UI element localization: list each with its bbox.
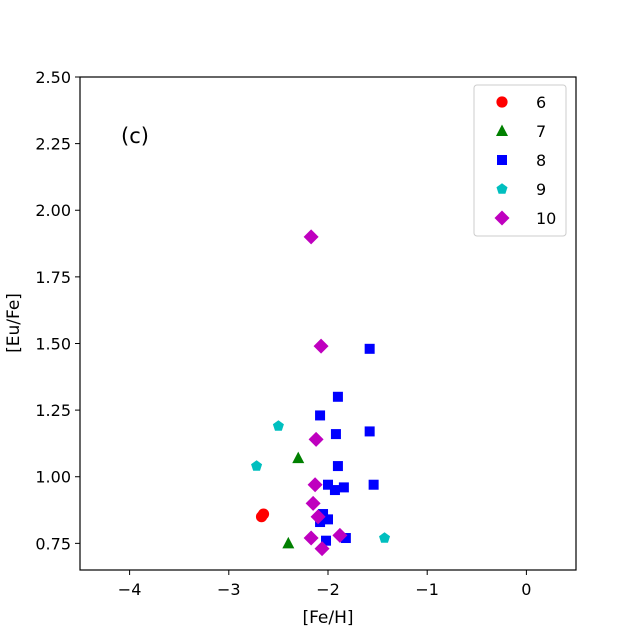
series-10-point (332, 527, 348, 543)
legend-label-8: 8 (536, 151, 546, 170)
series-8-point (338, 482, 349, 493)
y-tick-label: 2.25 (35, 135, 71, 154)
plot-frame (79, 76, 577, 571)
y-tick-label: 1.25 (35, 401, 71, 420)
series-7-point (292, 451, 305, 464)
series-9-point (379, 532, 391, 543)
series-6-point (257, 508, 270, 520)
series-8-point (364, 343, 375, 354)
series-8-point (330, 429, 341, 440)
panel-annotation: (c) (121, 124, 149, 148)
y-tick-label: 1.50 (35, 334, 71, 353)
y-tick-label: 1.75 (35, 268, 71, 287)
series-8-point (321, 535, 332, 546)
legend: 6 7 8 9 10 (473, 84, 567, 237)
series-8-point (364, 426, 375, 437)
legend-marker-7 (496, 124, 508, 136)
series-8-point (368, 479, 379, 490)
series-8-point (323, 514, 333, 525)
x-tick-label: −2 (316, 580, 340, 599)
series-9-point (251, 460, 263, 471)
legend-label-10: 10 (536, 209, 556, 228)
series-10-point (314, 541, 330, 557)
legend-marker-8 (497, 155, 507, 165)
y-axis-label: [Eu/Fe] (4, 293, 24, 353)
series-8-point (332, 391, 343, 402)
series-8-point (329, 485, 340, 496)
series-10-point (313, 338, 329, 354)
x-axis-ticks: −4 −3 −2 −1 0 (118, 570, 531, 599)
x-tick-label: 0 (521, 580, 531, 599)
data-points (251, 229, 391, 557)
series-8-point (318, 509, 329, 520)
series-8-point (332, 461, 343, 472)
legend-frame (473, 84, 567, 237)
legend-label-9: 9 (536, 180, 546, 199)
legend-label-7: 7 (536, 122, 546, 141)
series-10-point (303, 229, 319, 245)
y-tick-label: 0.75 (35, 534, 71, 553)
legend-marker-9 (496, 183, 508, 194)
series-10-point (303, 530, 319, 546)
series-7-point (282, 536, 295, 549)
y-tick-label: 1.00 (35, 468, 71, 487)
x-tick-label: −3 (217, 580, 241, 599)
legend-label-6: 6 (536, 93, 546, 112)
x-tick-label: −1 (415, 580, 439, 599)
series-8-point (340, 533, 351, 544)
series-10-point (307, 477, 323, 493)
y-tick-label: 2.00 (35, 201, 71, 220)
y-axis-ticks: 0.75 1.00 1.25 1.50 1.75 2.00 2.25 2.50 (35, 68, 80, 553)
series-8-point (315, 410, 326, 421)
x-axis-label: [Fe/H] (302, 608, 353, 628)
series-8-point (323, 479, 333, 490)
legend-marker-10 (494, 210, 510, 226)
series-10-point (310, 509, 326, 525)
series-10-point (305, 495, 321, 511)
series-9-point (272, 420, 284, 431)
x-tick-label: −4 (118, 580, 142, 599)
series-10-point (308, 431, 324, 447)
y-tick-label: 2.50 (35, 68, 71, 87)
legend-marker-6 (496, 96, 508, 108)
